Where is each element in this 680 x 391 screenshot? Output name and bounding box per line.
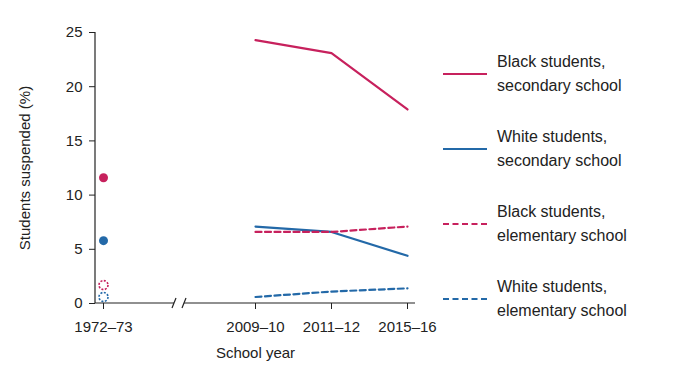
html-text:White students, secondary scho: White students, secondary school [497, 127, 622, 169]
svg-text:15: 15 [66, 132, 83, 149]
svg-text:2011–12: 2011–12 [303, 318, 360, 335]
svg-text:20: 20 [66, 78, 83, 95]
svg-text:10: 10 [66, 186, 83, 203]
svg-text:0: 0 [74, 294, 82, 311]
svg-text:2009–10: 2009–10 [226, 318, 284, 335]
svg-text:School year: School year [216, 344, 295, 361]
svg-text:Students suspended (%): Students suspended (%) [16, 86, 33, 250]
svg-text:1972–73: 1972–73 [74, 318, 132, 335]
svg-text:25: 25 [66, 23, 83, 40]
html-text:White students, elementary sch: White students, elementary school [497, 277, 627, 319]
html-text:Black students, secondary scho: Black students, secondary school [497, 52, 622, 94]
svg-text:5: 5 [74, 240, 82, 257]
html-text:Black students, elementary sch: Black students, elementary school [497, 202, 627, 244]
svg-text:2015–16: 2015–16 [378, 318, 436, 335]
